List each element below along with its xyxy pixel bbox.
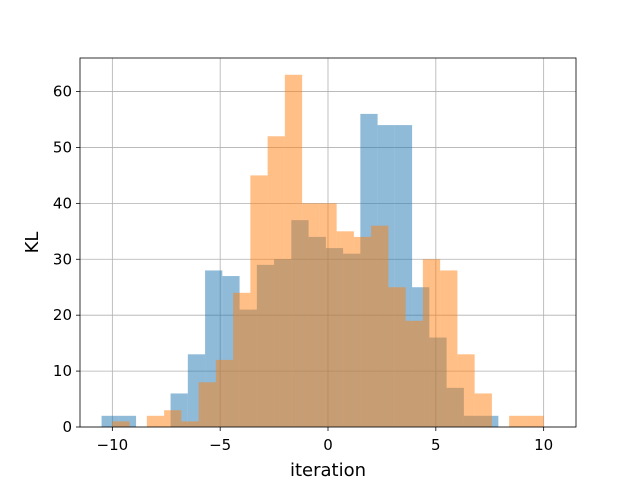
histogram-bar <box>284 74 303 427</box>
histogram-bar <box>164 410 182 427</box>
x-tick-label: −10 <box>97 436 129 454</box>
histogram-bar <box>422 259 441 427</box>
histogram-bar <box>336 231 354 427</box>
histogram-bar <box>474 393 492 427</box>
x-axis-label: iteration <box>290 460 366 480</box>
histogram-bar <box>440 270 458 427</box>
y-tick-label: 60 <box>53 83 72 101</box>
y-tick-label: 30 <box>53 250 72 268</box>
histogram-bar <box>181 421 199 427</box>
x-tick-label: −5 <box>209 436 231 454</box>
histogram-bar <box>319 203 337 427</box>
histogram-bars <box>101 74 544 428</box>
y-tick-label: 10 <box>53 362 72 380</box>
histogram-bar <box>101 415 119 427</box>
y-tick-label: 40 <box>53 194 72 212</box>
histogram-bar <box>509 415 527 427</box>
histogram-bar <box>233 292 251 427</box>
histogram-bar <box>198 382 216 427</box>
histogram-bar <box>215 359 234 427</box>
y-tick-label: 20 <box>53 306 72 324</box>
axis-ticks: −10 −5 0 5 10 0 10 20 30 40 50 60 <box>53 83 553 454</box>
x-tick-label: 5 <box>431 436 441 454</box>
x-tick-label: 0 <box>323 436 333 454</box>
y-axis-label: KL <box>22 232 43 254</box>
histogram-bar <box>146 415 165 427</box>
histogram-bar <box>526 415 544 427</box>
x-tick-label: 10 <box>534 436 553 454</box>
histogram-bar <box>267 136 285 428</box>
histogram-bar <box>353 236 372 427</box>
y-tick-label: 50 <box>53 138 72 156</box>
histogram-bar <box>405 320 423 427</box>
histogram-bar <box>457 354 475 427</box>
histogram-bar <box>371 225 389 427</box>
histogram-bar <box>112 421 130 427</box>
histogram-bar <box>388 287 406 427</box>
histogram-bar <box>250 175 268 427</box>
histogram-bar <box>302 203 320 427</box>
histogram-series-2 <box>112 74 544 428</box>
y-tick-label: 0 <box>62 418 72 436</box>
